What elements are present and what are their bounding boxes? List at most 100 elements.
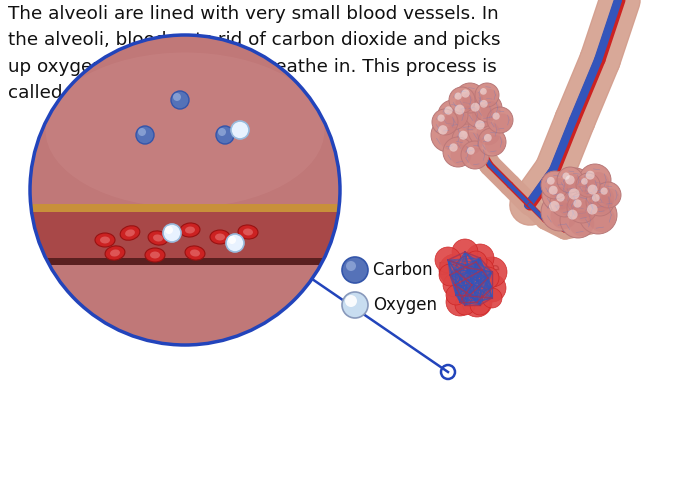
Bar bbox=[25, 204, 345, 212]
Circle shape bbox=[474, 94, 502, 122]
Circle shape bbox=[449, 144, 458, 152]
Circle shape bbox=[346, 261, 356, 271]
Circle shape bbox=[458, 131, 468, 140]
Circle shape bbox=[541, 193, 579, 231]
Circle shape bbox=[560, 202, 596, 238]
Circle shape bbox=[455, 83, 485, 113]
Circle shape bbox=[556, 193, 565, 202]
Circle shape bbox=[443, 137, 473, 167]
Circle shape bbox=[472, 104, 494, 126]
Circle shape bbox=[231, 121, 249, 139]
Circle shape bbox=[566, 177, 590, 200]
Circle shape bbox=[446, 285, 466, 305]
Circle shape bbox=[438, 125, 448, 135]
Circle shape bbox=[477, 257, 507, 287]
Circle shape bbox=[549, 201, 559, 212]
Circle shape bbox=[136, 126, 154, 144]
Circle shape bbox=[478, 274, 506, 302]
Circle shape bbox=[440, 127, 463, 150]
Ellipse shape bbox=[185, 227, 195, 233]
Circle shape bbox=[470, 295, 490, 315]
Circle shape bbox=[582, 179, 598, 196]
Circle shape bbox=[478, 128, 506, 156]
Circle shape bbox=[480, 88, 486, 95]
Circle shape bbox=[481, 89, 498, 106]
Ellipse shape bbox=[210, 230, 230, 244]
Ellipse shape bbox=[46, 52, 325, 207]
Circle shape bbox=[567, 193, 597, 223]
Circle shape bbox=[589, 205, 615, 232]
Circle shape bbox=[568, 210, 578, 220]
Circle shape bbox=[480, 100, 488, 108]
Circle shape bbox=[468, 113, 502, 147]
Circle shape bbox=[569, 211, 594, 236]
Ellipse shape bbox=[125, 229, 135, 237]
Circle shape bbox=[573, 199, 582, 208]
Circle shape bbox=[452, 124, 484, 156]
Circle shape bbox=[487, 107, 513, 133]
Ellipse shape bbox=[243, 228, 253, 236]
Circle shape bbox=[470, 258, 494, 282]
Circle shape bbox=[468, 148, 488, 168]
Circle shape bbox=[216, 126, 234, 144]
Text: Carbon Dioxide: Carbon Dioxide bbox=[373, 261, 500, 279]
Circle shape bbox=[454, 93, 462, 100]
Ellipse shape bbox=[100, 237, 110, 243]
Circle shape bbox=[345, 295, 357, 307]
Ellipse shape bbox=[110, 250, 120, 256]
Ellipse shape bbox=[185, 246, 205, 260]
Circle shape bbox=[171, 91, 189, 109]
Circle shape bbox=[462, 287, 492, 317]
Circle shape bbox=[439, 264, 461, 286]
Circle shape bbox=[587, 204, 598, 215]
Circle shape bbox=[446, 288, 474, 316]
Circle shape bbox=[592, 194, 600, 202]
Circle shape bbox=[475, 83, 499, 107]
Circle shape bbox=[557, 194, 578, 216]
Circle shape bbox=[460, 132, 482, 155]
Circle shape bbox=[550, 203, 577, 229]
Circle shape bbox=[438, 114, 444, 122]
Circle shape bbox=[461, 89, 470, 98]
Ellipse shape bbox=[145, 248, 165, 262]
Circle shape bbox=[432, 109, 458, 135]
Circle shape bbox=[482, 288, 502, 308]
Circle shape bbox=[444, 106, 453, 115]
Circle shape bbox=[494, 113, 512, 132]
Circle shape bbox=[560, 180, 600, 220]
Circle shape bbox=[463, 91, 484, 111]
Circle shape bbox=[548, 178, 568, 198]
Circle shape bbox=[579, 196, 617, 234]
Circle shape bbox=[456, 256, 480, 280]
Circle shape bbox=[464, 96, 496, 128]
Circle shape bbox=[564, 173, 582, 192]
Circle shape bbox=[589, 186, 614, 211]
Circle shape bbox=[30, 35, 340, 345]
Circle shape bbox=[601, 189, 620, 207]
Circle shape bbox=[173, 93, 181, 101]
Circle shape bbox=[459, 284, 481, 306]
Circle shape bbox=[457, 270, 487, 300]
Ellipse shape bbox=[238, 225, 258, 239]
Circle shape bbox=[557, 167, 583, 193]
Ellipse shape bbox=[180, 223, 200, 237]
Circle shape bbox=[461, 141, 489, 169]
Circle shape bbox=[342, 292, 368, 318]
Circle shape bbox=[443, 273, 467, 297]
Circle shape bbox=[455, 295, 475, 315]
Circle shape bbox=[547, 177, 554, 185]
Circle shape bbox=[449, 87, 475, 113]
Circle shape bbox=[452, 239, 478, 265]
Circle shape bbox=[475, 120, 484, 130]
Circle shape bbox=[454, 105, 465, 115]
Circle shape bbox=[550, 187, 580, 217]
Circle shape bbox=[226, 234, 244, 252]
Ellipse shape bbox=[95, 233, 115, 247]
Ellipse shape bbox=[190, 250, 200, 256]
Circle shape bbox=[575, 201, 596, 221]
Circle shape bbox=[467, 147, 475, 155]
Circle shape bbox=[439, 254, 471, 286]
Circle shape bbox=[485, 135, 505, 155]
Circle shape bbox=[163, 224, 181, 242]
Circle shape bbox=[550, 187, 573, 209]
